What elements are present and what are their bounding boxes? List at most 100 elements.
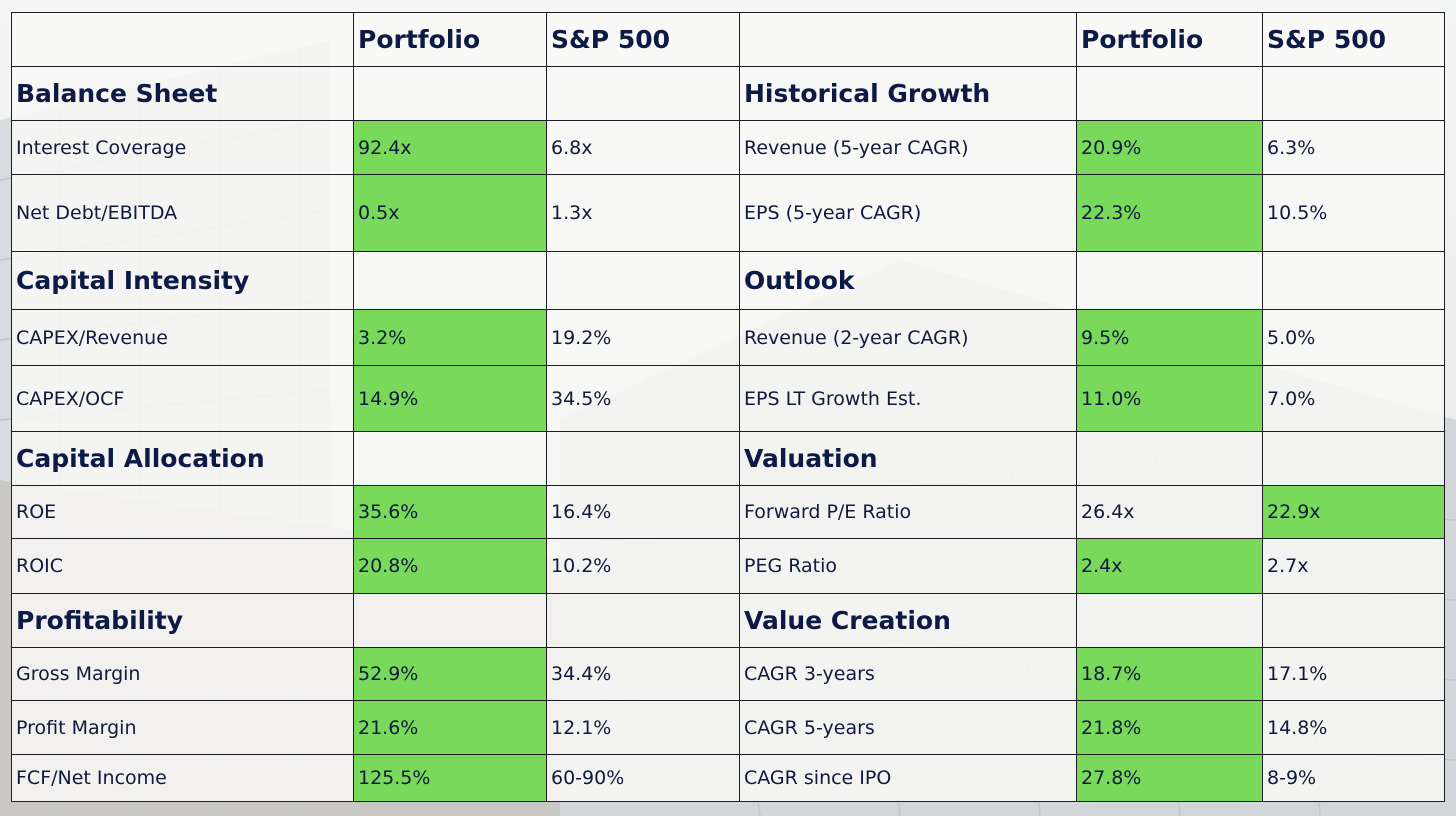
metric-label: Interest Coverage xyxy=(11,120,354,175)
section-empty-cell xyxy=(546,593,740,648)
metric-label: CAGR 3-years xyxy=(739,647,1077,701)
section-empty-cell xyxy=(353,251,547,310)
sp500-value: 7.0% xyxy=(1262,365,1445,432)
header-blank-right xyxy=(739,12,1077,67)
portfolio-value: 52.9% xyxy=(353,647,547,701)
sp500-value: 1.3x xyxy=(546,174,740,252)
table-row: Net Debt/EBITDA 0.5x 1.3x EPS (5-year CAGR)… xyxy=(11,174,1445,252)
section-empty-cell xyxy=(353,431,547,486)
section-title: Historical Growth xyxy=(739,66,1077,121)
portfolio-value: 26.4x xyxy=(1076,485,1263,539)
table-row: Interest Coverage 92.4x 6.8x Revenue (5-yea… xyxy=(11,120,1445,175)
section-empty-cell xyxy=(546,431,740,486)
sp500-value: 17.1% xyxy=(1262,647,1445,701)
metric-label: FCF/Net Income xyxy=(11,754,354,802)
metric-label: ROE xyxy=(11,485,354,539)
portfolio-value: 18.7% xyxy=(1076,647,1263,701)
portfolio-value: 0.5x xyxy=(353,174,547,252)
portfolio-value: 14.9% xyxy=(353,365,547,432)
metric-label: EPS (5-year CAGR) xyxy=(739,174,1077,252)
table-row: CAPEX/Revenue 3.2% 19.2% Revenue (2-year CA… xyxy=(11,309,1445,366)
metric-label: Profit Margin xyxy=(11,700,354,755)
section-title: Valuation xyxy=(739,431,1077,486)
section-row: Balance Sheet Historical Growth xyxy=(11,66,1445,121)
sp500-value: 10.5% xyxy=(1262,174,1445,252)
sp500-value: 6.3% xyxy=(1262,120,1445,175)
header-blank-left xyxy=(11,12,354,67)
portfolio-value: 21.8% xyxy=(1076,700,1263,755)
metric-label: ROIC xyxy=(11,538,354,594)
metric-label: PEG Ratio xyxy=(739,538,1077,594)
section-row: Capital Intensity Outlook xyxy=(11,251,1445,310)
sp500-value: 16.4% xyxy=(546,485,740,539)
portfolio-value: 27.8% xyxy=(1076,754,1263,802)
portfolio-value: 11.0% xyxy=(1076,365,1263,432)
section-title: Outlook xyxy=(739,251,1077,310)
section-empty-cell xyxy=(353,66,547,121)
metric-label: CAPEX/Revenue xyxy=(11,309,354,366)
sp500-value: 34.5% xyxy=(546,365,740,432)
portfolio-value: 20.9% xyxy=(1076,120,1263,175)
section-empty-cell xyxy=(546,66,740,121)
section-empty-cell xyxy=(1262,431,1445,486)
table-row: FCF/Net Income 125.5% 60-90% CAGR since IPO… xyxy=(11,754,1445,802)
header-sp500-right: S&P 500 xyxy=(1262,12,1445,67)
metric-label: CAGR since IPO xyxy=(739,754,1077,802)
sp500-value: 8-9% xyxy=(1262,754,1445,802)
table-row: ROIC 20.8% 10.2% PEG Ratio 2.4x 2.7x xyxy=(11,538,1445,594)
table-row: ROE 35.6% 16.4% Forward P/E Ratio 26.4x 22.9x xyxy=(11,485,1445,539)
metric-label: Revenue (2-year CAGR) xyxy=(739,309,1077,366)
metric-label: Forward P/E Ratio xyxy=(739,485,1077,539)
sp500-value: 14.8% xyxy=(1262,700,1445,755)
section-empty-cell xyxy=(353,593,547,648)
portfolio-value: 2.4x xyxy=(1076,538,1263,594)
portfolio-value: 9.5% xyxy=(1076,309,1263,366)
comparison-table-body: Portfolio S&P 500 Portfolio S&P 500 Bala… xyxy=(11,12,1445,802)
portfolio-value: 35.6% xyxy=(353,485,547,539)
sp500-value: 60-90% xyxy=(546,754,740,802)
comparison-table: Portfolio S&P 500 Portfolio S&P 500 Bala… xyxy=(11,12,1445,802)
metric-label: CAPEX/OCF xyxy=(11,365,354,432)
table-row: CAPEX/OCF 14.9% 34.5% EPS LT Growth Est. 11.… xyxy=(11,365,1445,432)
section-empty-cell xyxy=(1076,593,1263,648)
metric-label: EPS LT Growth Est. xyxy=(739,365,1077,432)
metric-label: CAGR 5-years xyxy=(739,700,1077,755)
sp500-value: 2.7x xyxy=(1262,538,1445,594)
section-empty-cell xyxy=(546,251,740,310)
header-portfolio-right: Portfolio xyxy=(1076,12,1263,67)
section-empty-cell xyxy=(1076,66,1263,121)
section-title: Capital Allocation xyxy=(11,431,354,486)
section-empty-cell xyxy=(1076,251,1263,310)
section-empty-cell xyxy=(1076,431,1263,486)
portfolio-value: 125.5% xyxy=(353,754,547,802)
section-title: Profitability xyxy=(11,593,354,648)
sp500-value: 34.4% xyxy=(546,647,740,701)
sp500-value: 5.0% xyxy=(1262,309,1445,366)
metric-label: Net Debt/EBITDA xyxy=(11,174,354,252)
section-title: Balance Sheet xyxy=(11,66,354,121)
portfolio-value: 20.8% xyxy=(353,538,547,594)
sp500-value: 6.8x xyxy=(546,120,740,175)
sp500-value: 19.2% xyxy=(546,309,740,366)
portfolio-value: 22.3% xyxy=(1076,174,1263,252)
section-row: Capital Allocation Valuation xyxy=(11,431,1445,486)
table-row: Profit Margin 21.6% 12.1% CAGR 5-years 21.8%… xyxy=(11,700,1445,755)
table-row: Gross Margin 52.9% 34.4% CAGR 3-years 18.7% 1… xyxy=(11,647,1445,701)
sp500-value: 10.2% xyxy=(546,538,740,594)
sp500-value: 12.1% xyxy=(546,700,740,755)
portfolio-value: 3.2% xyxy=(353,309,547,366)
section-row: Profitability Value Creation xyxy=(11,593,1445,648)
section-title: Capital Intensity xyxy=(11,251,354,310)
section-empty-cell xyxy=(1262,593,1445,648)
section-title: Value Creation xyxy=(739,593,1077,648)
portfolio-value: 21.6% xyxy=(353,700,547,755)
section-empty-cell xyxy=(1262,251,1445,310)
header-portfolio-left: Portfolio xyxy=(353,12,547,67)
portfolio-value: 92.4x xyxy=(353,120,547,175)
metric-label: Gross Margin xyxy=(11,647,354,701)
sp500-value: 22.9x xyxy=(1262,485,1445,539)
header-sp500-left: S&P 500 xyxy=(546,12,740,67)
metric-label: Revenue (5-year CAGR) xyxy=(739,120,1077,175)
section-empty-cell xyxy=(1262,66,1445,121)
table-header-row: Portfolio S&P 500 Portfolio S&P 500 xyxy=(11,12,1445,67)
